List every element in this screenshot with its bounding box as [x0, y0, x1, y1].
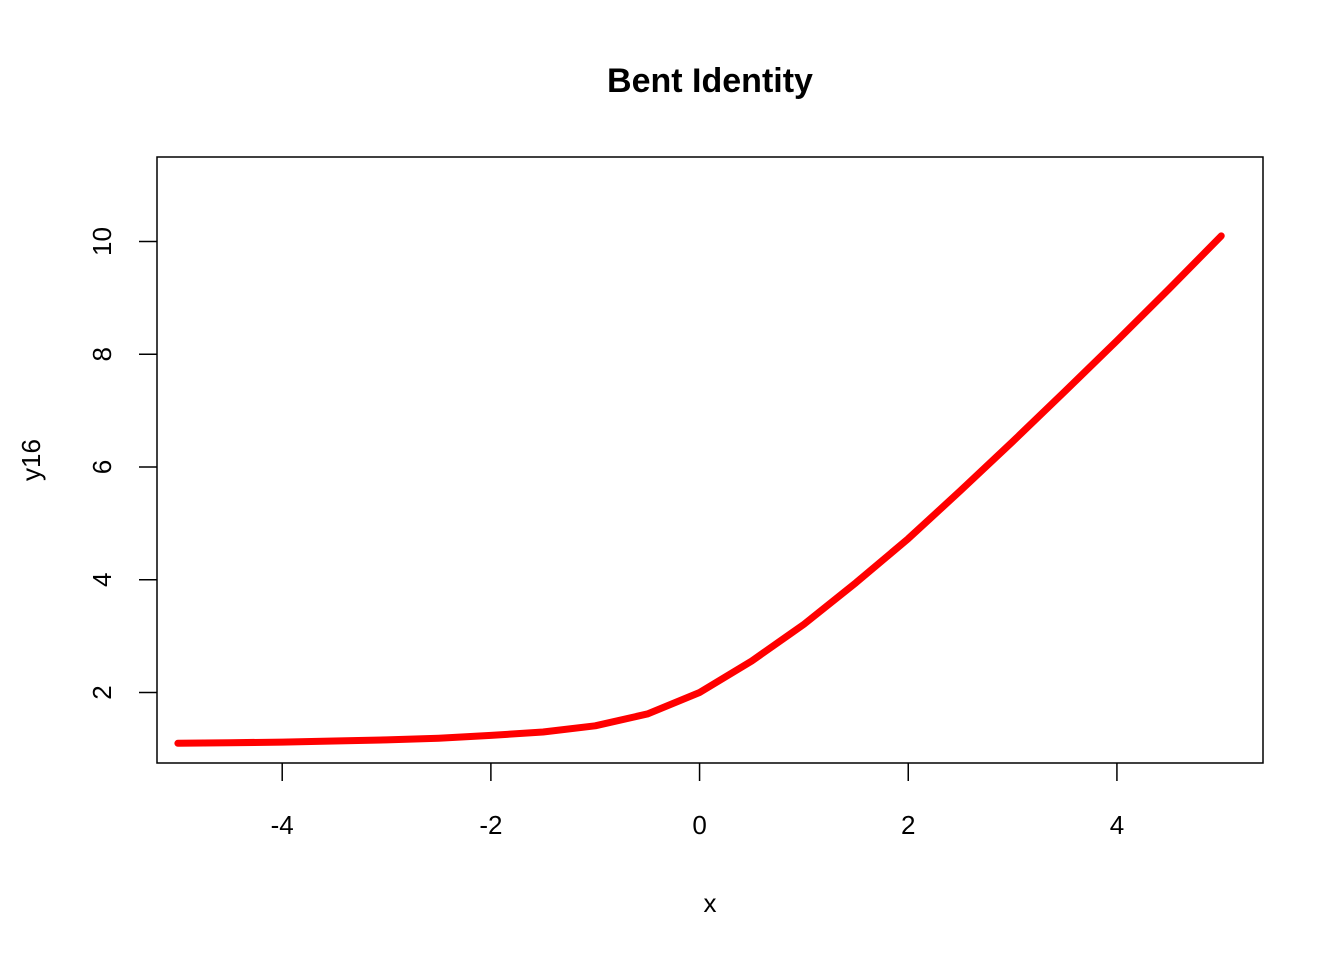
x-tick-label: -2 [479, 810, 502, 840]
series-line [174, 232, 1225, 747]
y-tick-label: 10 [87, 227, 117, 256]
x-tick-label: 2 [901, 810, 915, 840]
y-tick-label: 2 [87, 685, 117, 699]
chart-title: Bent Identity [607, 62, 813, 100]
x-tick-label: 0 [692, 810, 706, 840]
x-tick-label: -4 [271, 810, 294, 840]
x-axis-label: x [704, 888, 717, 918]
plot-frame [156, 156, 1264, 764]
y-tick-label: 6 [87, 460, 117, 474]
y-axis-label: y16 [16, 439, 46, 481]
y-tick-label: 4 [87, 573, 117, 587]
y-axis: 2 4 6 8 10 [87, 227, 157, 700]
series-layer [174, 232, 1225, 747]
x-tick-label: 4 [1110, 810, 1124, 840]
x-axis: -4 -2 0 2 4 [271, 763, 1124, 840]
y-tick-label: 8 [87, 347, 117, 361]
